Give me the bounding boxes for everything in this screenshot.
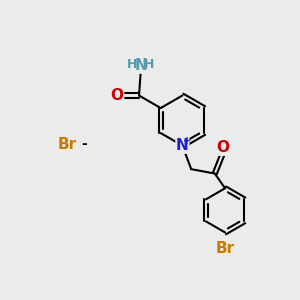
- Text: H: H: [127, 58, 137, 70]
- Text: O: O: [217, 140, 230, 155]
- Text: N: N: [134, 58, 147, 73]
- Text: +: +: [183, 136, 191, 146]
- Text: -: -: [81, 137, 87, 151]
- Text: H: H: [144, 58, 154, 70]
- Text: N: N: [176, 138, 189, 153]
- Text: Br: Br: [215, 241, 235, 256]
- Text: O: O: [111, 88, 124, 103]
- Text: Br: Br: [58, 136, 77, 152]
